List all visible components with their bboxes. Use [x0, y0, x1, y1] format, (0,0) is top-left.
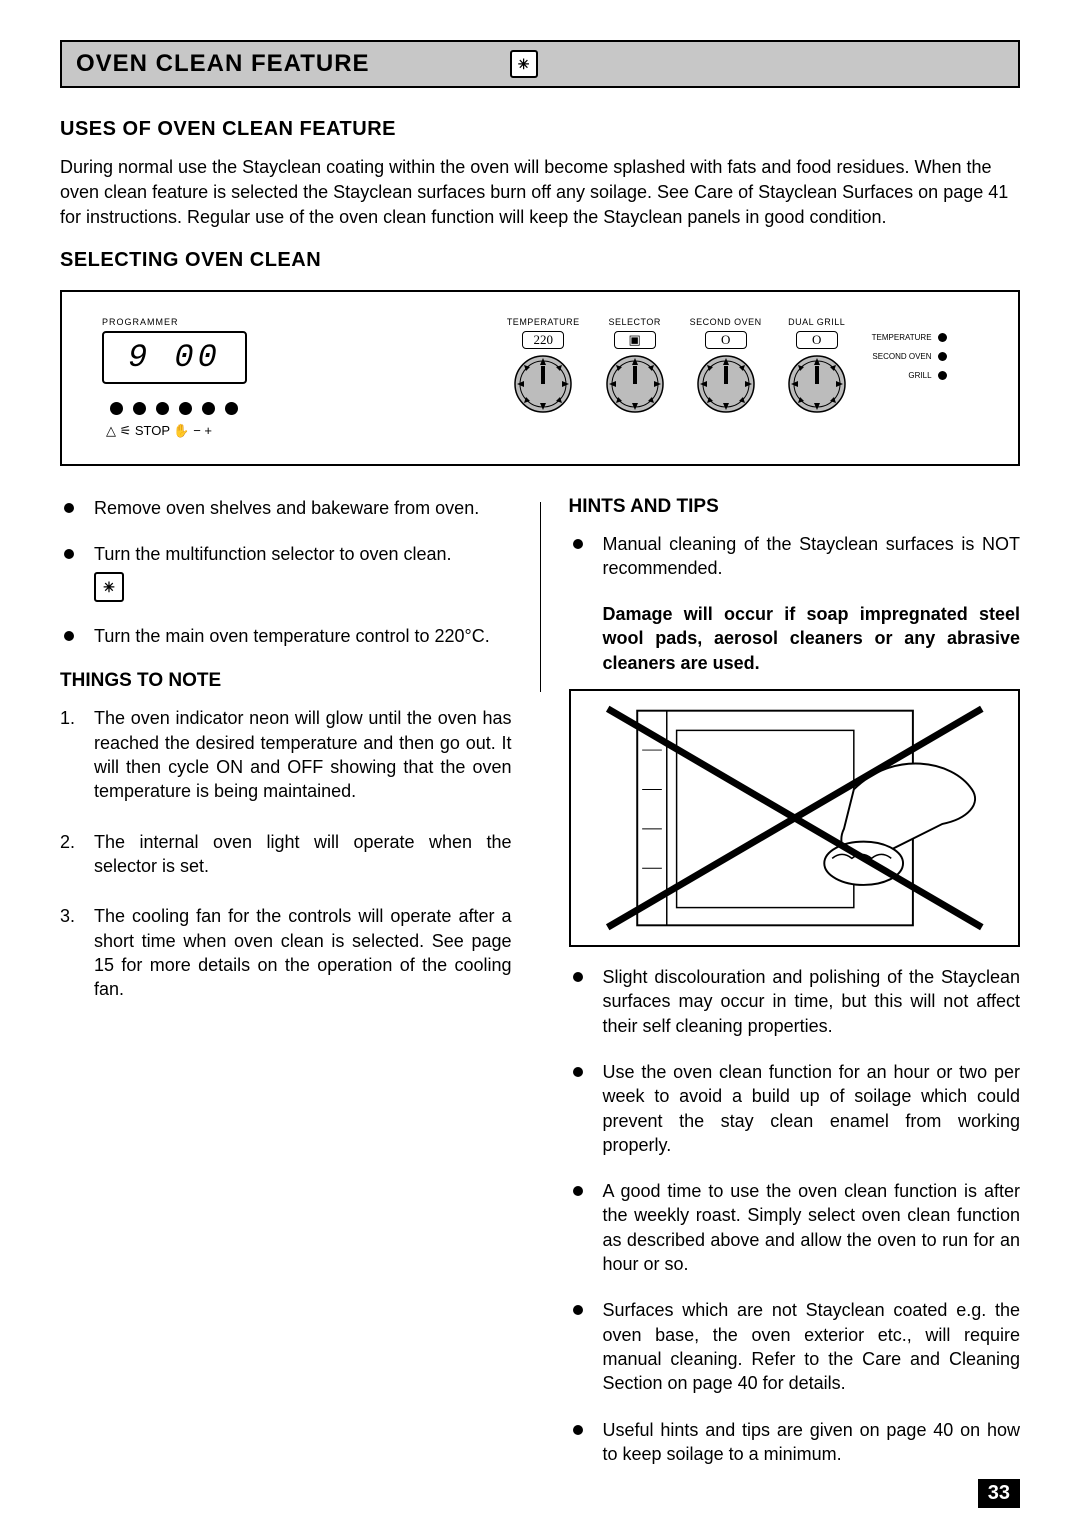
page-number: 33 — [978, 1479, 1020, 1508]
oven-clean-icon: ✳ — [510, 50, 538, 78]
column-divider — [540, 502, 541, 692]
warning-text: Damage will occur if soap impregnated st… — [569, 602, 1021, 675]
bullet-item: Useful hints and tips are given on page … — [569, 1418, 1021, 1467]
bullet-item: Surfaces which are not Stayclean coated … — [569, 1298, 1021, 1395]
bullet-item: Remove oven shelves and bakeware from ov… — [60, 496, 512, 520]
programmer: PROGRAMMER 9 00 △ ⚟ STOP ✋ − + — [102, 317, 247, 439]
bullet-item: Manual cleaning of the Stayclean surface… — [569, 532, 1021, 581]
dial-label: DUAL GRILL — [788, 317, 845, 327]
indicator-label: TEMPERATURE — [872, 333, 932, 342]
uses-heading: USES OF OVEN CLEAN FEATURE — [60, 118, 1020, 141]
numbered-item: The oven indicator neon will glow until … — [60, 706, 512, 803]
indicator-lights: TEMPERATURE SECOND OVEN GRILL — [872, 333, 947, 380]
dial-row: TEMPERATURE 220 SELECTOR — [507, 317, 947, 415]
dial-label: TEMPERATURE — [507, 317, 580, 327]
dial-label: SECOND OVEN — [690, 317, 762, 327]
content-columns: Remove oven shelves and bakeware from ov… — [60, 496, 1020, 1489]
programmer-display: 9 00 — [102, 331, 247, 384]
uses-body: During normal use the Stayclean coating … — [60, 155, 1020, 231]
things-to-note-heading: THINGS TO NOTE — [60, 670, 512, 692]
dial-value: O — [705, 331, 747, 349]
bullet-item: Slight discolouration and polishing of t… — [569, 965, 1021, 1038]
left-column: Remove oven shelves and bakeware from ov… — [60, 496, 512, 1489]
dial-second-oven: SECOND OVEN O — [690, 317, 762, 415]
indicator-label: SECOND OVEN — [872, 352, 931, 361]
bullet-item: A good time to use the oven clean functi… — [569, 1179, 1021, 1276]
oven-clean-icon: ✳ — [94, 572, 512, 602]
programmer-label: PROGRAMMER — [102, 317, 179, 327]
dial-value: O — [796, 331, 838, 349]
dial-label: SELECTOR — [608, 317, 660, 327]
indicator-label: GRILL — [908, 371, 931, 380]
page-title: OVEN CLEAN FEATURE — [76, 50, 370, 78]
control-panel-diagram: PROGRAMMER 9 00 △ ⚟ STOP ✋ − + TEMPERATU… — [60, 290, 1020, 466]
selecting-heading: SELECTING OVEN CLEAN — [60, 249, 1020, 272]
do-not-clean-figure — [569, 689, 1021, 947]
bullet-item: Turn the multifunction selector to oven … — [60, 542, 512, 602]
dial-temperature: TEMPERATURE 220 — [507, 317, 580, 415]
dial-dual-grill: DUAL GRILL O — [786, 317, 848, 415]
programmer-icons: △ ⚟ STOP ✋ − + — [106, 423, 212, 439]
bullet-item: Turn the main oven temperature control t… — [60, 624, 512, 648]
numbered-item: The cooling fan for the controls will op… — [60, 904, 512, 1001]
bullet-item: Use the oven clean function for an hour … — [569, 1060, 1021, 1157]
programmer-time: 9 00 — [128, 339, 221, 376]
dial-selector: SELECTOR ▣ — [604, 317, 666, 415]
dial-value: 220 — [522, 331, 564, 349]
title-bar: OVEN CLEAN FEATURE ✳ — [60, 40, 1020, 88]
right-column: HINTS AND TIPS Manual cleaning of the St… — [569, 496, 1021, 1489]
bullet-text: Turn the multifunction selector to oven … — [94, 544, 452, 564]
hints-heading: HINTS AND TIPS — [569, 496, 1021, 518]
programmer-buttons — [110, 402, 238, 415]
numbered-item: The internal oven light will operate whe… — [60, 830, 512, 879]
dial-value: ▣ — [614, 331, 656, 349]
